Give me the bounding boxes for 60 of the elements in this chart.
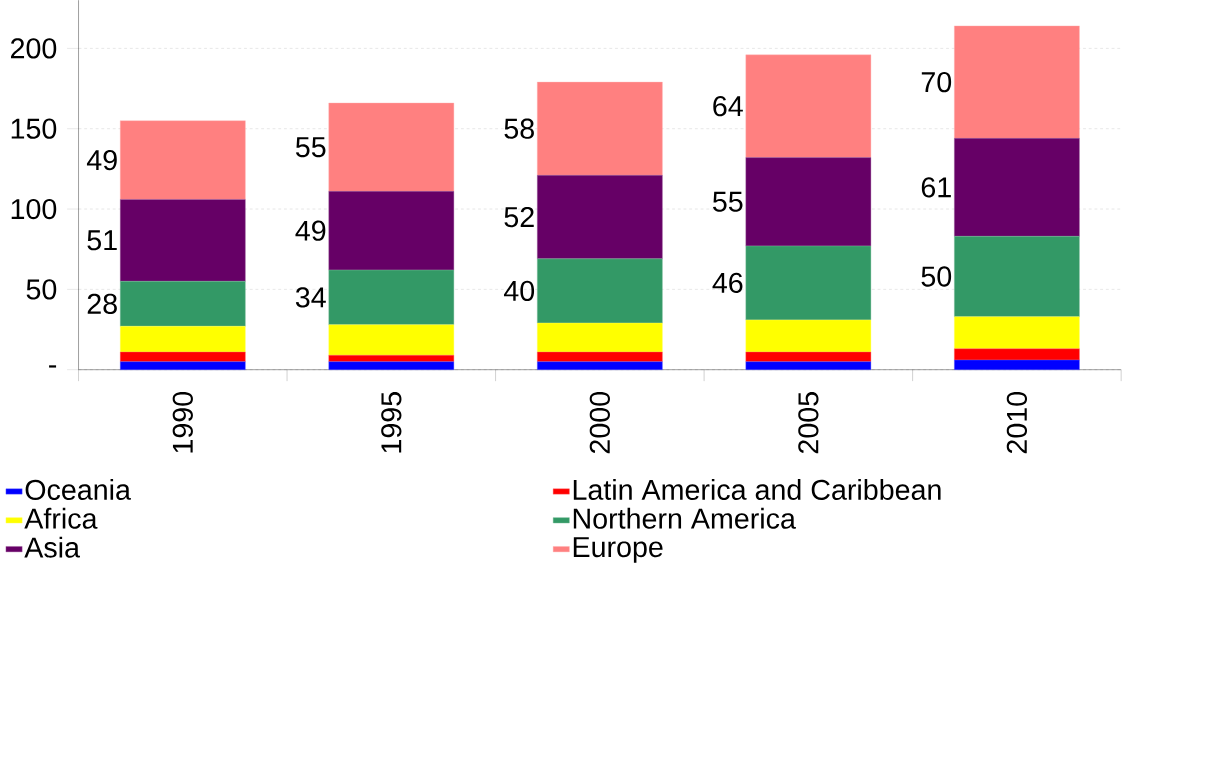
data-label: 55 xyxy=(295,137,326,158)
bar xyxy=(954,360,1080,371)
bar xyxy=(120,352,246,363)
data-label: 51 xyxy=(87,230,117,251)
bar xyxy=(954,25,1080,139)
bar xyxy=(120,281,246,327)
bar xyxy=(328,361,455,371)
legend-label: Latin America and Caribbean xyxy=(573,479,941,501)
bar xyxy=(537,258,663,324)
bar xyxy=(745,352,872,363)
x-tick-label: 2000 xyxy=(589,392,610,454)
x-tick-label: 1995 xyxy=(381,392,402,453)
bar xyxy=(954,316,1080,350)
bar xyxy=(537,352,663,363)
data-label: 50 xyxy=(921,266,952,287)
bar xyxy=(120,120,246,200)
y-tick-label: 50 xyxy=(26,279,57,300)
data-label: 34 xyxy=(295,287,326,308)
bar xyxy=(954,236,1080,318)
data-label: 46 xyxy=(712,273,743,294)
bar xyxy=(537,82,663,176)
bar xyxy=(745,54,872,159)
data-label: 40 xyxy=(503,281,535,302)
data-label: 49 xyxy=(295,220,326,242)
x-tick-label: 2010 xyxy=(1006,392,1028,454)
y-tick-label: 200 xyxy=(11,38,57,59)
legend-label: Northern America xyxy=(573,508,796,530)
y-tick-label: 100 xyxy=(11,199,57,220)
bar xyxy=(745,319,872,353)
bar xyxy=(954,348,1080,361)
bar xyxy=(745,157,872,247)
data-label: 61 xyxy=(921,177,951,198)
bar xyxy=(120,199,246,282)
bar xyxy=(954,138,1080,237)
data-label: 49 xyxy=(86,150,117,171)
bar xyxy=(745,361,872,371)
bar xyxy=(328,270,455,326)
data-label: 64 xyxy=(713,96,743,117)
data-label: 55 xyxy=(712,192,743,213)
legend-label: Oceania xyxy=(25,479,131,501)
bar xyxy=(120,326,246,353)
bar xyxy=(537,175,663,260)
y-tick-label: - xyxy=(49,365,57,368)
bar xyxy=(328,103,455,192)
bar xyxy=(745,246,872,321)
x-tick-label: 1990 xyxy=(172,392,193,453)
bar xyxy=(328,191,455,271)
data-label: 58 xyxy=(504,118,534,140)
bar xyxy=(537,361,663,371)
legend-label: Africa xyxy=(24,508,98,530)
x-tick-label: 2005 xyxy=(798,392,819,454)
data-label: 52 xyxy=(504,207,534,228)
legend-label: Asia xyxy=(24,536,80,558)
bar xyxy=(120,361,246,371)
data-label: 28 xyxy=(87,293,117,315)
y-tick-label: 150 xyxy=(11,118,57,140)
data-label: 70 xyxy=(921,72,952,93)
bar xyxy=(328,324,455,356)
bar xyxy=(537,323,663,353)
legend-label: Europe xyxy=(573,537,663,564)
